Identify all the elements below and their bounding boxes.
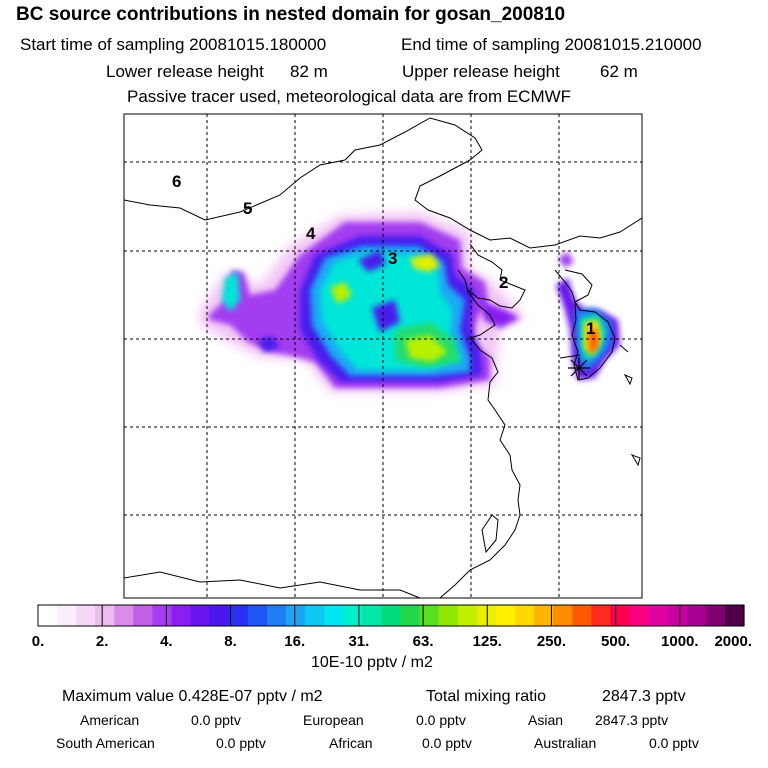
contour-label-2: 2	[499, 273, 508, 292]
colorbar-tick-label: 2000.	[714, 633, 752, 650]
lower-release-label: Lower release height	[106, 62, 264, 81]
star-marker	[568, 357, 590, 379]
total-mixing-value: 2847.3 pptv	[602, 688, 686, 705]
european-value: 0.0 pptv	[416, 712, 466, 728]
colorbar-frame	[37, 604, 745, 627]
colorbar-cell	[190, 605, 211, 626]
colorbar-cell	[534, 605, 554, 626]
colorbar-cell	[95, 605, 115, 626]
colorbar-cell	[724, 605, 745, 626]
colorbar-cell	[686, 605, 707, 626]
map-frame	[123, 113, 643, 599]
colorbar-cell	[381, 605, 402, 626]
contour-label-4: 4	[306, 224, 316, 243]
african-value: 0.0 pptv	[422, 735, 472, 751]
contour-label-5: 5	[243, 199, 252, 218]
colorbar-cell	[591, 605, 612, 626]
colorbar-cell	[553, 605, 573, 626]
colorbar-cell	[362, 605, 383, 626]
upper-release-label: Upper release height	[402, 62, 560, 81]
colorbar-cell	[629, 605, 650, 626]
colorbar-cell	[515, 605, 535, 626]
colorbar-cell	[438, 605, 459, 626]
australian-value: 0.0 pptv	[649, 735, 699, 751]
colorbar-cell	[648, 605, 669, 626]
south-american-label: South American	[56, 735, 155, 751]
max-value-label: Maximum value 0.428E-07 pptv / m2	[62, 688, 323, 705]
african-label: African	[329, 735, 373, 751]
colorbar-cell	[286, 605, 306, 626]
colorbar-tick-label: 125.	[473, 633, 502, 650]
start-time-label: Start time of sampling 20081015.180000	[20, 35, 327, 54]
upper-release-value: 62 m	[600, 62, 638, 81]
colorbar-cell	[152, 605, 173, 626]
tracer-note: Passive tracer used, meteorological data…	[127, 87, 572, 106]
colorbar-tick-label: 250.	[537, 633, 566, 650]
page-title: BC source contributions in nested domain…	[16, 4, 566, 25]
contour-label-1: 1	[586, 319, 595, 338]
colorbar-tick-label: 31.	[348, 633, 369, 650]
colorbar-tick-label: 63.	[413, 633, 434, 650]
colorbar-cell	[38, 605, 58, 626]
colorbar-cell	[133, 605, 154, 626]
colorbar-cell	[476, 605, 497, 626]
colorbar-cell	[228, 605, 249, 626]
coastlines	[124, 117, 642, 598]
asian-value: 2847.3 pptv	[595, 712, 669, 728]
colorbar-tick-label: 2.	[96, 633, 109, 650]
colorbar-cell	[457, 605, 478, 626]
colorbar-cell	[247, 605, 268, 626]
colorbar-cell	[610, 605, 631, 626]
contour-labels: 6 5 4 3 2 1	[172, 172, 595, 338]
american-value: 0.0 pptv	[191, 712, 241, 728]
contour-label-6: 6	[172, 172, 181, 191]
colorbar-cell	[667, 605, 688, 626]
australian-label: Australian	[534, 735, 597, 751]
colorbar-cell	[495, 605, 516, 626]
grid-lines	[124, 114, 642, 598]
end-time-label: End time of sampling 20081015.210000	[401, 35, 702, 54]
asian-label: Asian	[528, 712, 564, 728]
colorbar-unit: 10E-10 pptv / m2	[311, 654, 433, 671]
colorbar-tick-label: 500.	[601, 633, 630, 650]
colorbar-cell	[114, 605, 134, 626]
colorbar-tick-label: 0.	[32, 633, 45, 650]
south-american-value: 0.0 pptv	[216, 735, 266, 751]
total-mixing-label: Total mixing ratio	[426, 688, 547, 705]
colorbar-cell	[57, 605, 77, 626]
colorbar-tick-label: 8.	[224, 633, 237, 650]
colorbar: 0. 2. 4. 8. 16. 31. 63. 125. 250. 500. 1000. 2000.	[32, 604, 752, 650]
colorbar-cell	[266, 605, 287, 626]
colorbar-cell	[171, 605, 192, 626]
american-label: American	[80, 712, 140, 728]
lower-release-value: 82 m	[290, 62, 328, 81]
colorbar-cell	[400, 605, 421, 626]
contour-label-3: 3	[388, 249, 397, 268]
colorbar-cell	[343, 605, 363, 626]
colorbar-tick-label: 1000.	[661, 633, 699, 650]
colorbar-tick-label: 4.	[160, 633, 173, 650]
european-label: European	[303, 712, 364, 728]
plume-field	[200, 212, 620, 392]
colorbar-tick-label: 16.	[284, 633, 305, 650]
colorbar-cell	[705, 605, 726, 626]
colorbar-cell	[209, 605, 230, 626]
colorbar-cell	[305, 605, 325, 626]
colorbar-cell	[419, 605, 440, 626]
colorbar-cell	[572, 605, 592, 626]
colorbar-cell	[76, 605, 96, 626]
colorbar-cell	[324, 605, 344, 626]
